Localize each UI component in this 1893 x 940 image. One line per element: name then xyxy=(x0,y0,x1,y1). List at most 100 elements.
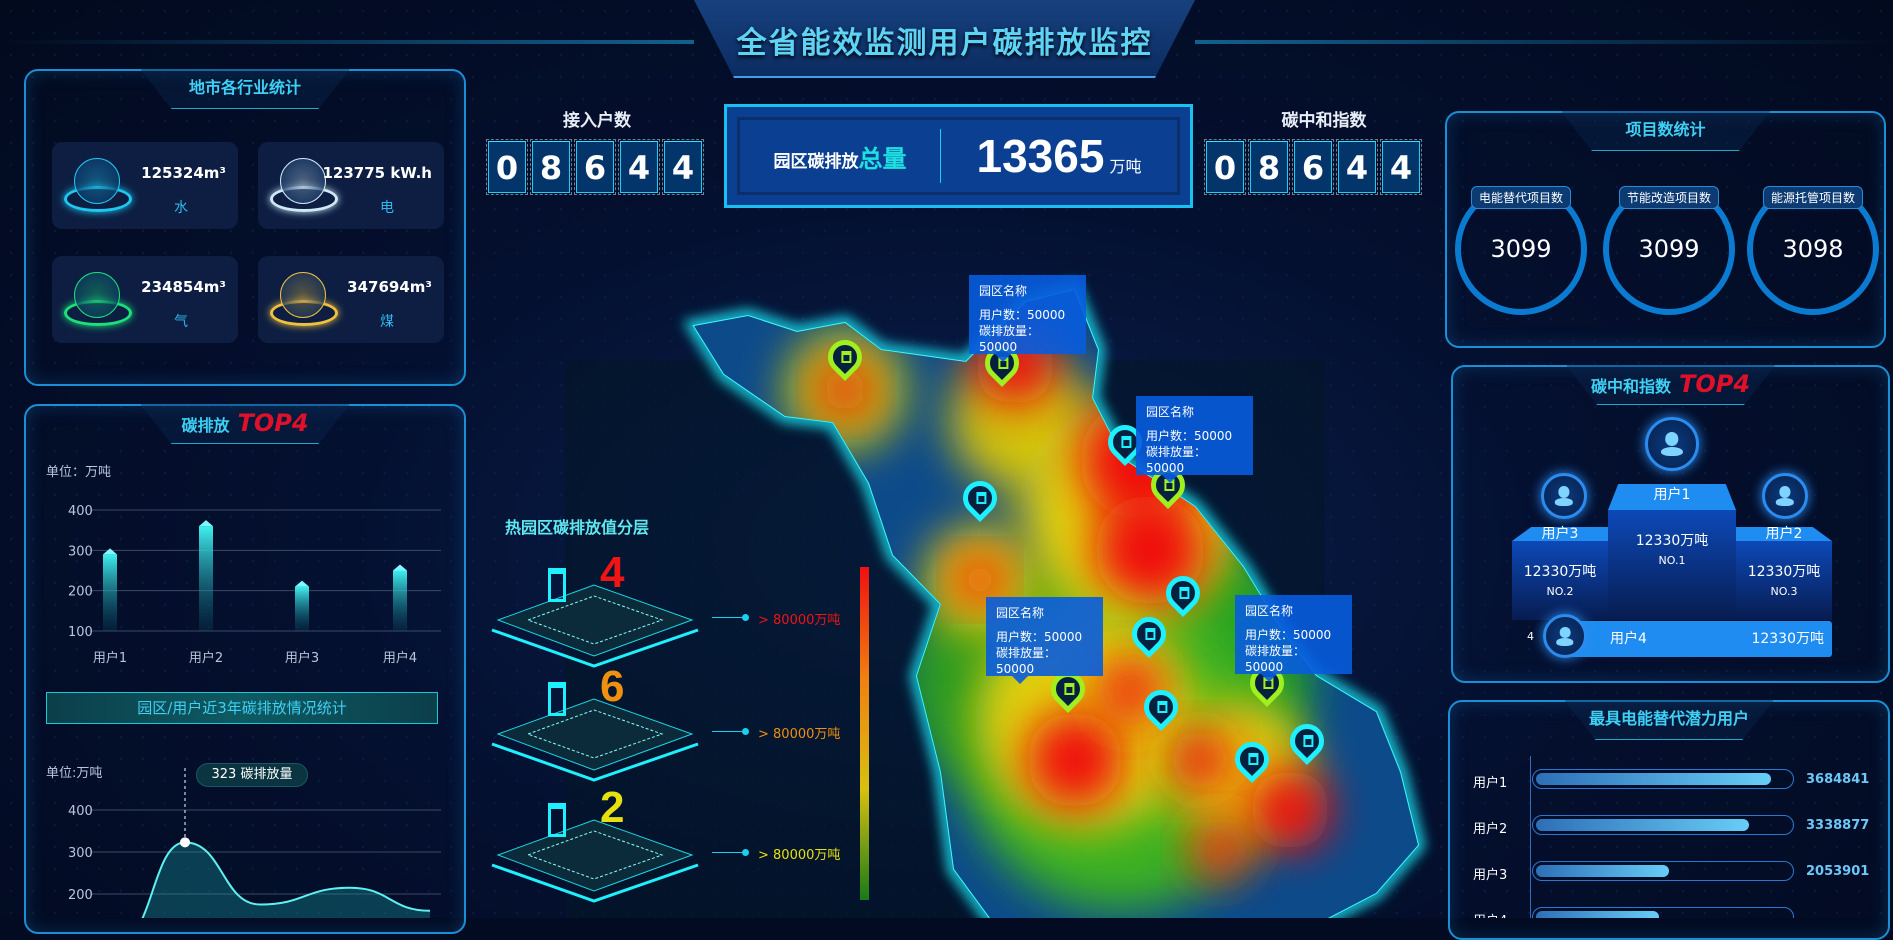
digit: 4 xyxy=(618,139,660,195)
avatar-third xyxy=(1762,473,1808,519)
first-value: 12330万吨 xyxy=(1635,533,1709,549)
water-drop-icon xyxy=(74,158,120,204)
project-ring xyxy=(1455,183,1587,315)
digit: 6 xyxy=(1292,139,1334,195)
x-tick-label: 用户4 xyxy=(383,650,417,666)
fourth-name: 用户4 xyxy=(1610,631,1647,647)
industry-card: 123775 kW.h 电 xyxy=(258,142,444,229)
total-label-accent: 总量 xyxy=(858,144,907,173)
platform-edge xyxy=(491,628,699,668)
first-rank: NO.1 xyxy=(1658,554,1686,567)
digit: 6 xyxy=(574,139,616,195)
second-name: 用户3 xyxy=(1541,526,1579,542)
industry-stats-panel: 地市各行业统计 xyxy=(24,69,466,386)
building-icon xyxy=(1248,753,1259,765)
building-icon xyxy=(1064,683,1075,695)
tooltip-name: 园区名称 xyxy=(996,606,1045,620)
tooltip-name: 园区名称 xyxy=(1245,604,1294,618)
total-label-text: 园区碳排放 xyxy=(773,151,859,172)
total-unit: 万吨 xyxy=(1109,157,1142,176)
podium-third: 12330万吨 NO.3 xyxy=(1736,541,1832,620)
layer-count: 6 xyxy=(600,662,625,711)
heat-spot xyxy=(1190,820,1250,880)
digit: 4 xyxy=(662,139,704,195)
heat-spot xyxy=(1027,712,1123,808)
layer-legend: > 80000万吨 xyxy=(758,613,841,628)
digit: 0 xyxy=(486,139,528,195)
map-tooltip: 园区名称 用户数：50000 碳排放量：50000 xyxy=(1235,595,1352,682)
layer-count: 4 xyxy=(600,548,625,597)
avatar-first xyxy=(1645,417,1699,471)
tooltip-emission: 碳排放量：50000 xyxy=(1245,644,1306,674)
building-icon xyxy=(976,492,987,504)
project-value: 3099 xyxy=(1490,235,1552,263)
industry-card: 347694m³ 煤 xyxy=(258,256,444,343)
platform-top xyxy=(496,698,694,771)
header-line-left xyxy=(0,40,694,44)
potential-users-panel: 最具电能替代潜力用户 xyxy=(1448,700,1890,940)
bar-cap xyxy=(199,520,213,527)
card-value: 234854m³ xyxy=(141,278,226,296)
tooltip-name: 园区名称 xyxy=(1146,405,1195,419)
layer-count: 2 xyxy=(600,783,625,832)
tooltip-emission: 碳排放量：50000 xyxy=(1146,445,1207,475)
fourth-rank: 4 xyxy=(1527,630,1534,643)
avatar-fourth xyxy=(1543,614,1587,658)
panel-title: 碳排放 TOP4 xyxy=(140,404,350,444)
avatar-second xyxy=(1541,473,1587,519)
podium-first: 12330万吨 NO.1 xyxy=(1608,510,1736,620)
platform-top xyxy=(496,584,694,657)
heat-spot xyxy=(958,558,1002,602)
panel-title: 最具电能替代潜力用户 xyxy=(1564,700,1774,740)
panel-title: 地市各行业统计 xyxy=(140,69,350,109)
tooltip-users: 用户数：50000 xyxy=(979,308,1066,322)
legend-line xyxy=(712,617,742,618)
digit: 8 xyxy=(1248,139,1290,195)
bar-chart: 100 200 300 400 用户1 用户2 用户3 用户4 xyxy=(68,504,441,666)
third-value: 12330万吨 xyxy=(1747,564,1821,580)
digit: 4 xyxy=(1336,139,1378,195)
area-fill xyxy=(120,842,430,918)
title-accent: TOP4 xyxy=(237,409,309,437)
card-label: 水 xyxy=(174,200,188,216)
tooltip-users: 用户数：50000 xyxy=(1146,429,1233,443)
bar-cap xyxy=(103,548,117,555)
platform-inner xyxy=(526,830,664,880)
total-emission-box: 园区碳排放总量 13365 万吨 xyxy=(724,104,1193,208)
project-value: 3099 xyxy=(1638,235,1700,263)
tooltip-label: 碳排放量 xyxy=(240,767,293,782)
carbon-top4-panel: 碳排放 TOP4 xyxy=(24,404,466,934)
legend-dot xyxy=(742,849,749,856)
y-tick-label: 400 xyxy=(68,504,93,519)
tooltip-emission: 碳排放量：50000 xyxy=(996,646,1057,676)
project-label: 能源托管项目数 xyxy=(1763,186,1863,209)
tooltip-users: 用户数：50000 xyxy=(996,630,1083,644)
heat-color-scale xyxy=(860,567,869,900)
area-chart: 200 300 400 xyxy=(68,768,441,918)
legend-dot xyxy=(742,728,749,735)
bar xyxy=(199,526,213,631)
project-ring xyxy=(1603,183,1735,315)
card-label: 气 xyxy=(174,314,188,330)
project-value: 3098 xyxy=(1782,235,1844,263)
third-name: 用户2 xyxy=(1765,526,1803,542)
heat-spot xyxy=(820,365,870,415)
platform-top xyxy=(496,819,694,892)
title-text: 碳排放 xyxy=(181,416,230,435)
chart-tooltip: 323 碳排放量 xyxy=(196,763,308,787)
digit: 4 xyxy=(1380,139,1422,195)
access-count-label: 接入户数 xyxy=(563,111,631,131)
bar-cap xyxy=(295,580,309,587)
platform-edge xyxy=(491,742,699,782)
bar xyxy=(295,586,309,631)
line-unit-label: 单位:万吨 xyxy=(46,766,103,781)
digit: 0 xyxy=(1204,139,1246,195)
layers-title: 热园区碳排放值分层 xyxy=(505,518,650,537)
bar-cap xyxy=(393,564,407,571)
bar xyxy=(393,570,407,631)
podium-first-top xyxy=(1608,484,1736,510)
lightning-icon xyxy=(280,158,326,204)
total-value-group: 13365 万吨 xyxy=(941,129,1177,183)
